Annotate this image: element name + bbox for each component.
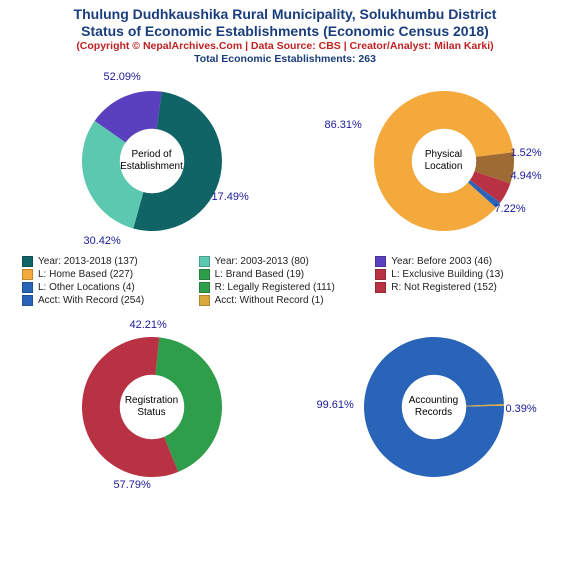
legend-item: Year: Before 2003 (46) [375,255,552,268]
percentage-label: 0.39% [506,403,537,415]
percentage-label: 52.09% [104,71,141,83]
legend-item: L: Exclusive Building (13) [375,268,552,281]
title-line1: Thulung Dudhkaushika Rural Municipality,… [4,6,566,23]
legend-label: R: Legally Registered (111) [215,282,335,293]
legend-label: R: Not Registered (152) [391,282,497,293]
legend: Year: 2013-2018 (137) Year: 2003-2013 (80… [0,253,570,309]
legend-item: Acct: Without Record (1) [199,294,376,307]
percentage-label: 17.49% [212,191,249,203]
title-line2: Status of Economic Establishments (Econo… [4,23,566,40]
legend-item: Acct: With Record (254) [22,294,199,307]
subtitle-blue: Total Economic Establishments: 263 [194,53,376,65]
subtitle-red: (Copyright © NepalArchives.Com | Data So… [76,40,493,52]
chart-row-top: Period of Establishment 52.09% 30.42% 17.49… [0,69,570,253]
chart-row-bottom: Registration Status 42.21% 57.79% Accounti… [0,317,570,501]
legend-label: L: Other Locations (4) [38,282,135,293]
chart-center-label: Accounting Records [402,395,466,418]
chart-registration-status: Registration Status 42.21% 57.79% [42,319,252,499]
percentage-label: 7.22% [495,203,526,215]
legend-label: Year: 2003-2013 (80) [215,256,309,267]
legend-swatch [199,269,210,280]
percentage-label: 42.21% [130,319,167,331]
legend-swatch [22,269,33,280]
header: Thulung Dudhkaushika Rural Municipality,… [0,0,570,69]
legend-swatch [22,295,33,306]
legend-swatch [199,282,210,293]
chart-center-label: Period of Establishment [118,149,185,172]
percentage-label: 57.79% [114,479,151,491]
legend-item: Year: 2003-2013 (80) [199,255,376,268]
percentage-label: 30.42% [84,235,121,247]
legend-label: L: Brand Based (19) [215,269,305,280]
legend-item: L: Brand Based (19) [199,268,376,281]
legend-label: Acct: Without Record (1) [215,295,324,306]
legend-swatch [22,256,33,267]
legend-item: L: Home Based (227) [22,268,199,281]
legend-item: R: Legally Registered (111) [199,281,376,294]
chart-accounting-records: Accounting Records99.61%0.39% [319,319,529,499]
legend-swatch [199,295,210,306]
percentage-label: 99.61% [317,399,354,411]
percentage-label: 4.94% [511,170,542,182]
percentage-label: 1.52% [511,147,542,159]
chart-physical-location: Physical Location86.31%1.52%4.94%7.22% [319,71,529,251]
chart-center-label: Registration Status [120,395,184,418]
subtitle: (Copyright © NepalArchives.Com | Data So… [4,40,566,67]
legend-label: L: Home Based (227) [38,269,133,280]
legend-swatch [375,256,386,267]
legend-label: Acct: With Record (254) [38,295,144,306]
chart-center-label: Physical Location [412,149,476,172]
legend-swatch [199,256,210,267]
chart-period-establishment: Period of Establishment 52.09% 30.42% 17.49… [42,71,252,251]
legend-item: Year: 2013-2018 (137) [22,255,199,268]
legend-label: Year: Before 2003 (46) [391,256,492,267]
legend-swatch [375,269,386,280]
legend-label: L: Exclusive Building (13) [391,269,503,280]
legend-item: L: Other Locations (4) [22,281,199,294]
legend-swatch [375,282,386,293]
legend-item: R: Not Registered (152) [375,281,552,294]
percentage-label: 86.31% [325,119,362,131]
legend-swatch [22,282,33,293]
legend-label: Year: 2013-2018 (137) [38,256,138,267]
